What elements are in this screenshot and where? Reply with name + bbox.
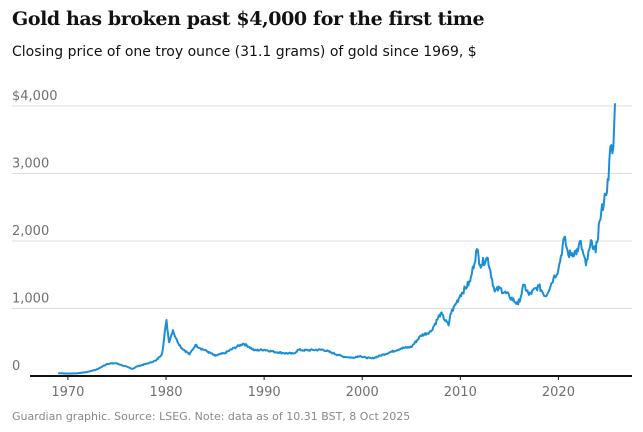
x-tick-label: 2000: [346, 385, 379, 400]
y-tick-label: 0: [12, 359, 20, 374]
y-tick-label: 2,000: [12, 224, 49, 239]
x-tick-label: 1970: [51, 385, 84, 400]
chart-footer: Guardian graphic. Source: LSEG. Note: da…: [12, 410, 411, 423]
y-tick-label: $4,000: [12, 89, 58, 104]
chart-title: Gold has broken past $4,000 for the firs…: [12, 8, 485, 30]
y-tick-label: 3,000: [12, 157, 49, 172]
gold-price-line: [57, 103, 616, 375]
x-tick-label: 1980: [149, 385, 182, 400]
x-tick-label: 2020: [542, 385, 575, 400]
x-tick-label: 1990: [248, 385, 281, 400]
y-tick-label: 1,000: [12, 292, 49, 307]
line-chart: 0 1,000 2,000 3,000 $4,000 1970 1980 1990 2000 20…: [12, 89, 632, 400]
chart-subtitle: Closing price of one troy ounce (31.1 gr…: [12, 44, 477, 60]
x-tick-label: 2010: [444, 385, 477, 400]
